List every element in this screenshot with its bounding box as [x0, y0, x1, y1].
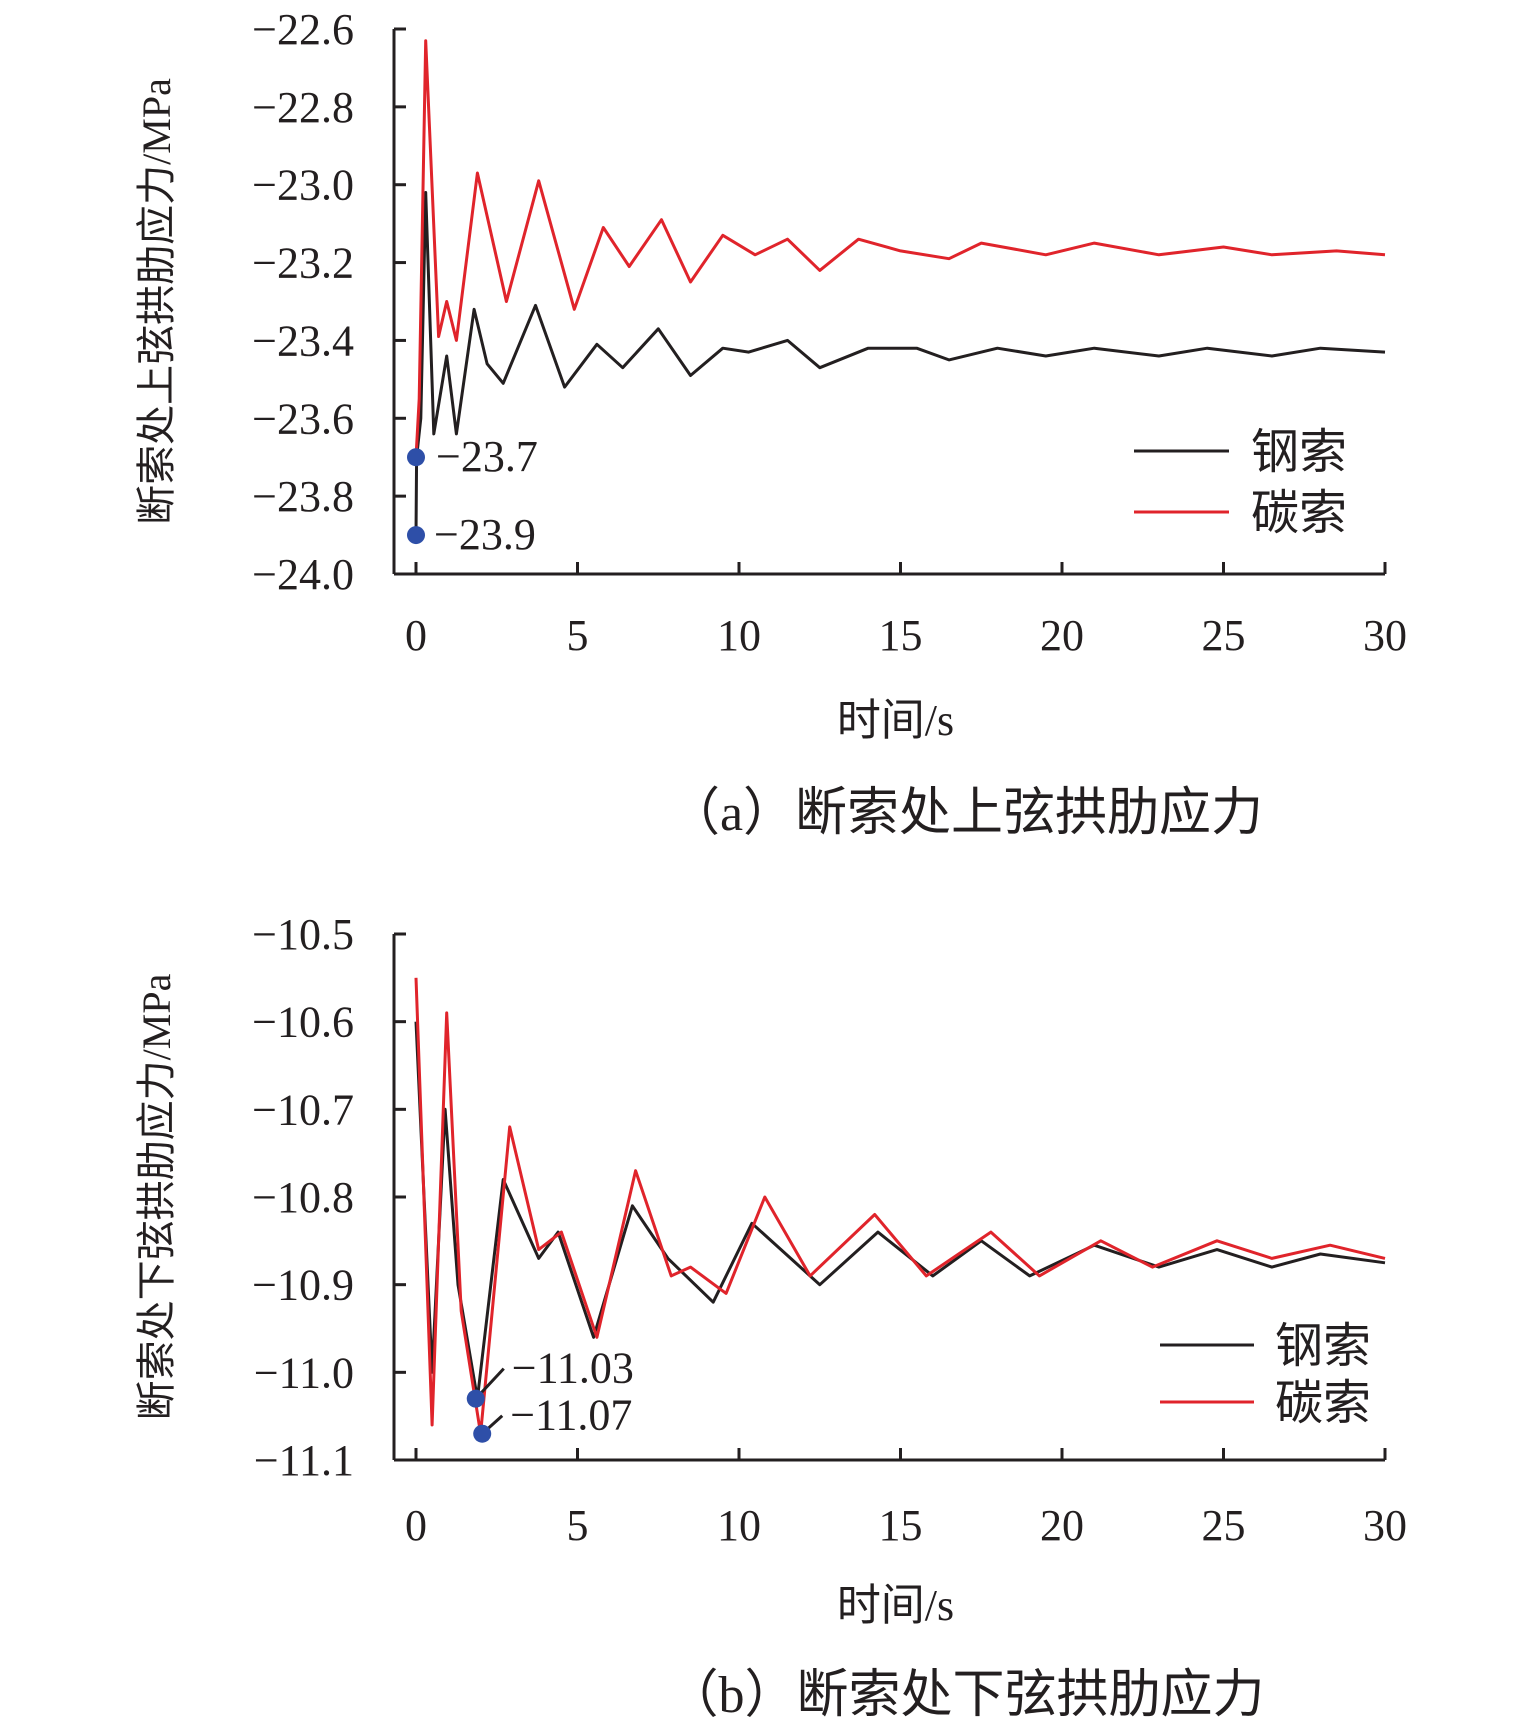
y-tick-label: −10.6	[252, 998, 354, 1047]
annotation-marker	[407, 526, 425, 545]
chart-caption: （a）断索处上弦拱肋应力	[668, 785, 1263, 842]
x-tick-label: 20	[1040, 611, 1084, 660]
x-tick-label: 5	[567, 1501, 589, 1550]
chart-caption: （b）断索处下弦拱肋应力	[666, 1667, 1264, 1724]
annotation-marker	[473, 1424, 492, 1443]
y-tick-label: −10.7	[252, 1085, 354, 1134]
annotation-marker	[407, 448, 425, 467]
x-tick-label: 30	[1363, 1501, 1407, 1550]
x-tick-label: 10	[717, 611, 761, 660]
y-tick-label: −11.0	[254, 1348, 354, 1397]
x-axis-label: 时间/s	[837, 1581, 954, 1630]
y-axis-label: 断索处上弦拱肋应力/MPa	[134, 78, 179, 525]
y-tick-label: −23.2	[252, 239, 354, 288]
y-tick-label: −23.6	[252, 394, 354, 443]
x-tick-label: 20	[1040, 1501, 1084, 1550]
x-tick-label: 0	[405, 611, 427, 660]
y-tick-label: −10.8	[252, 1173, 354, 1222]
legend-label: 碳索	[1275, 1377, 1371, 1430]
annotation-marker	[466, 1389, 485, 1408]
series-line-steel	[414, 191, 1386, 536]
legend-label: 钢索	[1251, 426, 1347, 479]
annotation-label: −23.7	[436, 432, 538, 481]
y-tick-label: −11.1	[254, 1436, 354, 1485]
chart-panel-b: −10.5 −10.6 −10.7 −10.8 −10.9 −11.0 −11.1 0 5 10 1…	[134, 910, 1407, 1724]
y-tick-label: −23.8	[252, 472, 354, 521]
x-tick-label: 10	[717, 1501, 761, 1550]
y-tick-label: −22.8	[252, 83, 354, 132]
x-tick-label: 0	[405, 1501, 427, 1550]
y-axis-label: 断索处下弦拱肋应力/MPa	[134, 973, 179, 1420]
x-tick-label: 5	[567, 611, 589, 660]
y-tick-label: −22.6	[252, 5, 354, 54]
x-tick-label: 15	[879, 611, 923, 660]
y-tick-label: −23.0	[252, 161, 354, 210]
legend-label: 钢索	[1275, 1320, 1371, 1373]
y-tick-label: −10.9	[252, 1261, 354, 1310]
series-line-carbon	[414, 39, 1386, 458]
series-line-steel	[414, 1021, 1386, 1401]
x-tick-label: 25	[1202, 611, 1246, 660]
y-tick-label: −24.0	[252, 550, 354, 599]
x-axis-label: 时间/s	[837, 696, 954, 745]
annotation-label: −11.07	[510, 1391, 632, 1440]
legend-label: 碳索	[1251, 487, 1347, 540]
x-tick-label: 30	[1363, 611, 1407, 660]
y-tick-label: −10.5	[252, 910, 354, 959]
annotation-label: −11.03	[512, 1344, 634, 1393]
y-tick-label: −23.4	[252, 316, 354, 365]
x-tick-label: 25	[1202, 1501, 1246, 1550]
annotation-label: −23.9	[434, 510, 536, 559]
x-tick-label: 15	[879, 1501, 923, 1550]
chart-panel-a: −22.6 −22.8 −23.0 −23.2 −23.4 −23.6 −23.8 −24.0…	[134, 5, 1407, 842]
